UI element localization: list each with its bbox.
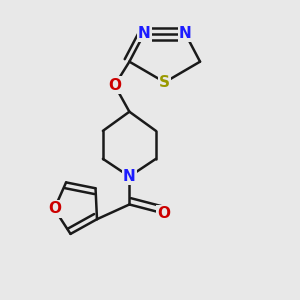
Text: O: O [108, 78, 121, 93]
Text: S: S [159, 75, 170, 90]
Text: O: O [157, 206, 170, 221]
Text: N: N [179, 26, 192, 41]
Text: N: N [138, 26, 151, 41]
Text: O: O [48, 201, 61, 216]
Text: N: N [123, 169, 136, 184]
